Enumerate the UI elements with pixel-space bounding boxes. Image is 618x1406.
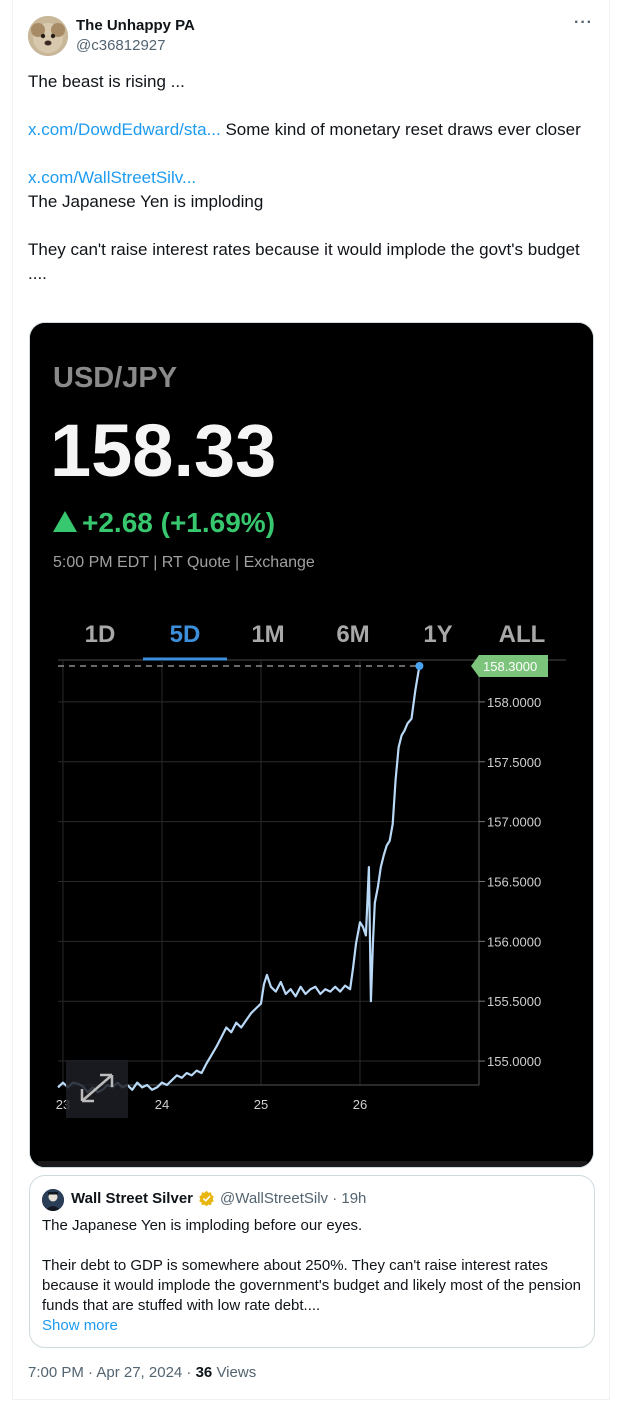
y-tick-label: 157.5000 — [487, 755, 541, 770]
tweet-line-3: The Japanese Yen is imploding — [28, 192, 264, 211]
tweet-text: The beast is rising ... x.com/DowdEdward… — [28, 70, 588, 286]
range-tab-6m[interactable]: 6M — [336, 621, 369, 648]
author-name[interactable]: The Unhappy PA — [76, 17, 195, 34]
y-tick-label: 155.0000 — [487, 1054, 541, 1069]
up-triangle-icon — [53, 511, 77, 532]
quote-handle-time[interactable]: @WallStreetSilv · 19h — [220, 1190, 367, 1207]
media-image[interactable]: USD/JPY 158.33 +2.68 (+1.69%) 5:00 PM ED… — [29, 322, 594, 1168]
x-tick-label: 26 — [353, 1097, 367, 1112]
range-tab-5d[interactable]: 5D — [170, 621, 201, 648]
tweet-line-1: The beast is rising ... — [28, 72, 185, 91]
y-tick-label: 155.5000 — [487, 994, 541, 1009]
tweet-link-1[interactable]: x.com/DowdEdward/sta... — [28, 120, 221, 139]
avatar[interactable] — [28, 16, 68, 56]
usdjpy-chart: USD/JPY 158.33 +2.68 (+1.69%) 5:00 PM ED… — [30, 323, 593, 1167]
quote-line-2: Their debt to GDP is somewhere about 250… — [42, 1257, 582, 1314]
timestamp[interactable]: 7:00 PM · Apr 27, 2024 · — [28, 1364, 196, 1381]
x-tick-label: 24 — [155, 1097, 169, 1112]
quoted-tweet[interactable]: Wall Street Silver @WallStreetSilv · 19h… — [29, 1175, 595, 1348]
y-tick-label: 157.0000 — [487, 815, 541, 830]
tweet-line-2-text: Some kind of monetary reset draws ever c… — [220, 120, 581, 139]
expand-arrows-icon[interactable] — [66, 1060, 128, 1118]
x-tick-label: 25 — [254, 1097, 268, 1112]
quote-info: 5:00 PM EDT | RT Quote | Exchange — [53, 554, 315, 571]
quote-author-name[interactable]: Wall Street Silver — [71, 1190, 193, 1207]
range-tabs: 1D 5D 1M 6M 1Y ALL — [85, 621, 546, 648]
svg-text:158.3000: 158.3000 — [483, 659, 537, 674]
last-price-label: 158.3000 — [471, 654, 548, 677]
views-label: Views — [212, 1364, 257, 1381]
views-count: 36 — [195, 1364, 213, 1381]
chart-grid — [58, 660, 479, 1085]
y-tick-labels: 158.0000 157.5000 157.0000 156.5000 156.0000… — [479, 695, 541, 1069]
tweet-meta: 7:00 PM · Apr 27, 2024 · 36 Views — [28, 1364, 256, 1381]
last-price-dot — [415, 661, 424, 670]
verified-badge-icon — [199, 1190, 214, 1207]
author-handle[interactable]: @c36812927 — [76, 37, 166, 54]
quote-line-1: The Japanese Yen is imploding before our… — [42, 1217, 363, 1234]
dog-avatar-icon — [28, 16, 68, 56]
tweet-line-2: x.com/DowdEdward/sta... Some kind of mon… — [28, 118, 588, 142]
pair-label: USD/JPY — [53, 362, 177, 394]
tweet-link-2[interactable]: x.com/WallStreetSilv... — [28, 168, 197, 187]
change-value: +2.68 (+1.69%) — [82, 507, 275, 538]
tweet-container — [12, 0, 610, 1400]
range-tab-all[interactable]: ALL — [499, 621, 546, 648]
range-tab-1y[interactable]: 1Y — [423, 621, 452, 648]
y-tick-label: 156.0000 — [487, 934, 541, 949]
y-tick-label: 158.0000 — [487, 695, 541, 710]
ellipsis-icon[interactable]: ··· — [574, 14, 593, 31]
range-tab-1d[interactable]: 1D — [85, 621, 116, 648]
price-value: 158.33 — [50, 409, 276, 492]
range-tab-1m[interactable]: 1M — [251, 621, 284, 648]
show-more-link[interactable]: Show more — [42, 1317, 118, 1334]
quote-avatar[interactable] — [42, 1189, 64, 1211]
quote-text: The Japanese Yen is imploding before our… — [42, 1216, 582, 1336]
tweet-line-4: They can't raise interest rates because … — [28, 240, 580, 283]
y-tick-label: 156.5000 — [487, 874, 541, 889]
person-avatar-icon — [42, 1189, 64, 1211]
